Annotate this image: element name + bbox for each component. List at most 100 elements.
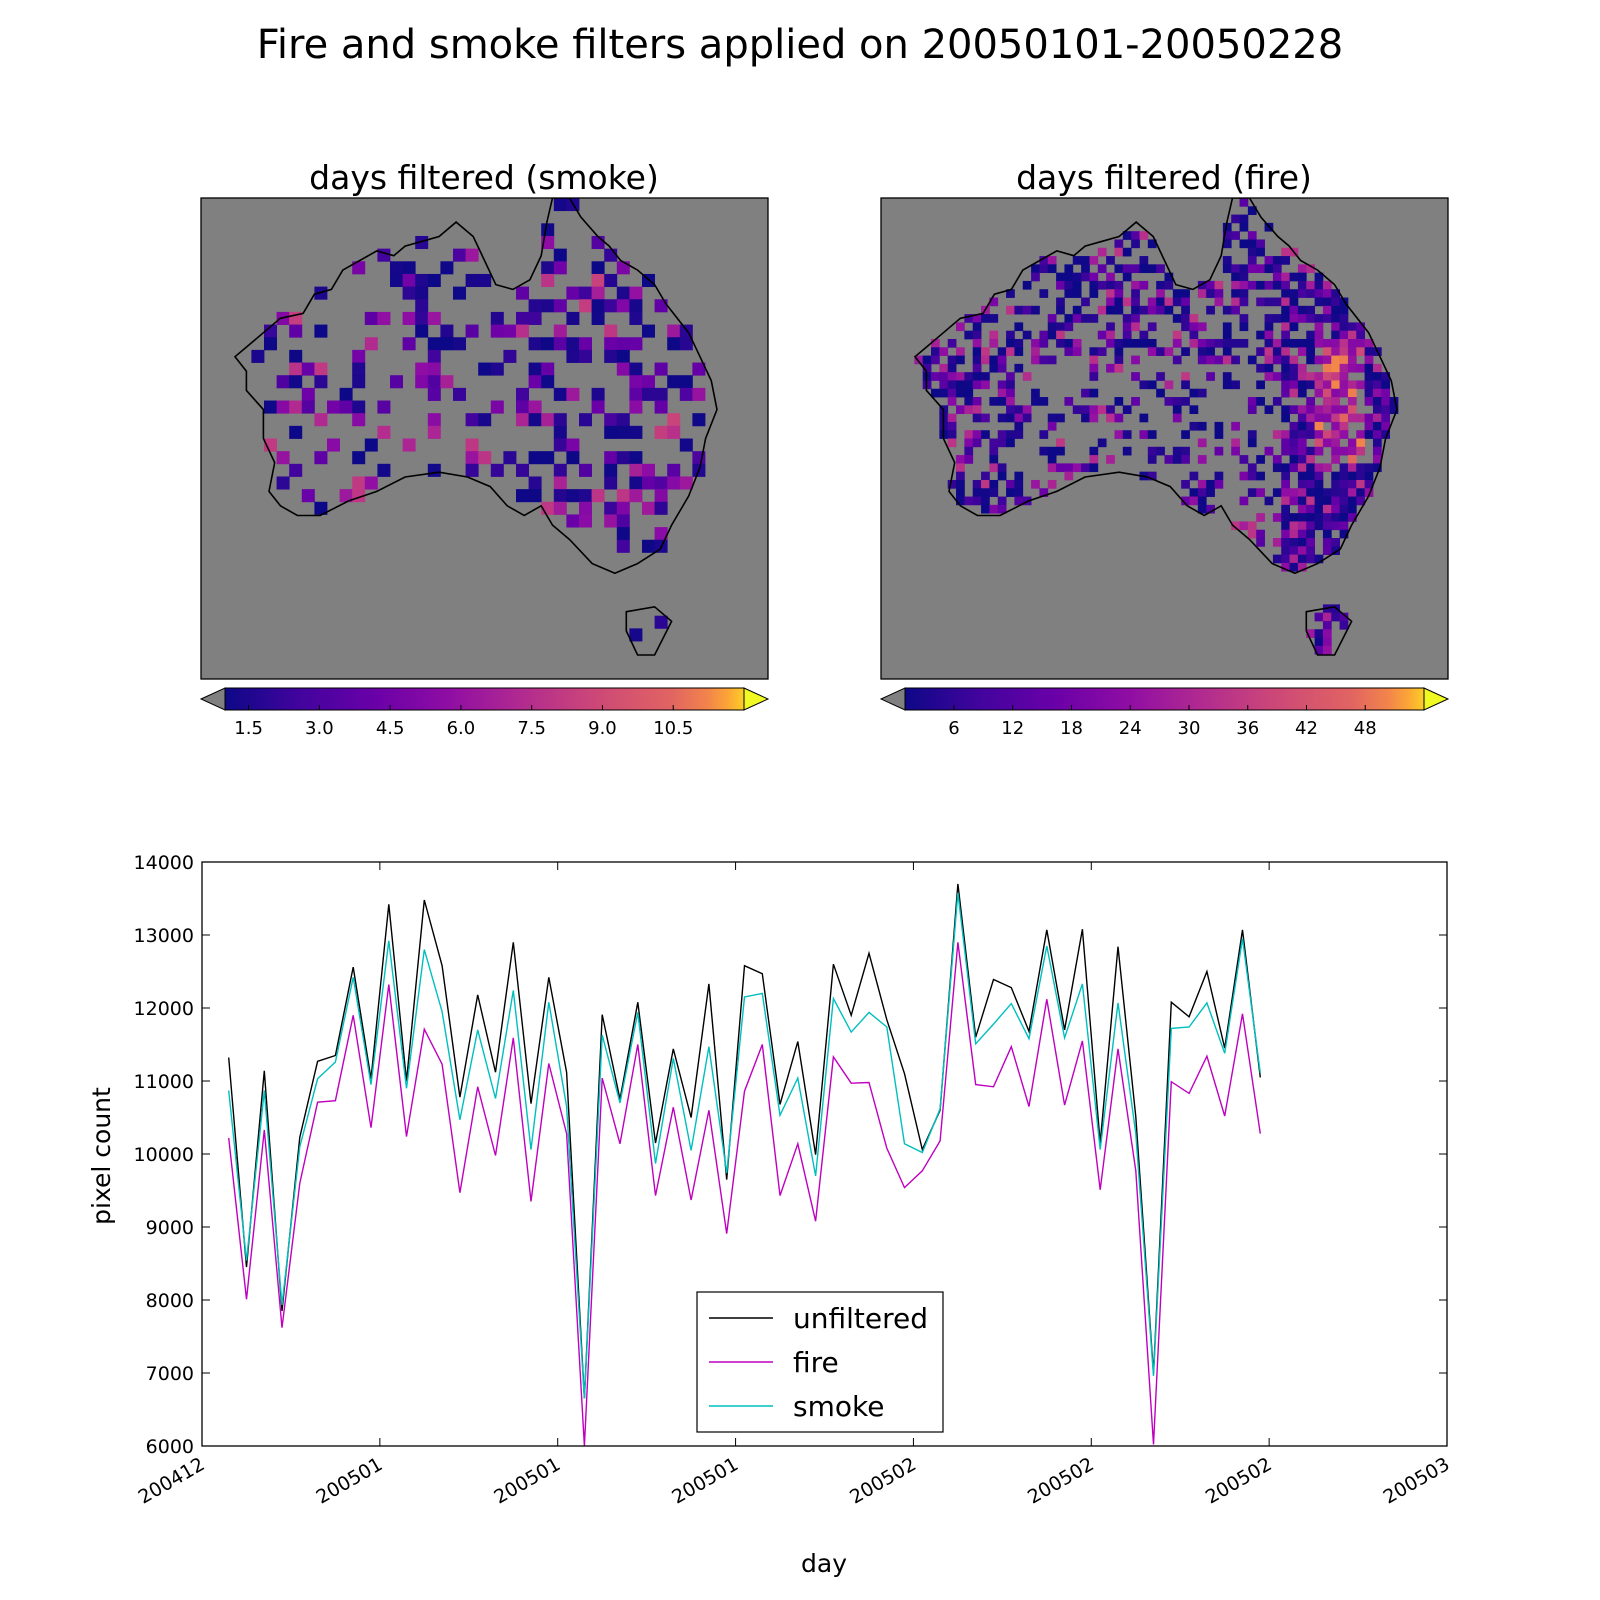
- map-cell: [1256, 264, 1265, 274]
- map-cell: [1314, 289, 1324, 298]
- map-cell: [1322, 289, 1332, 298]
- map-cell: [1364, 338, 1374, 348]
- map-cell: [1364, 463, 1374, 473]
- map-cell: [1331, 405, 1340, 415]
- map-cell: [1039, 397, 1049, 406]
- map-cell: [1139, 430, 1149, 439]
- map-cell: [1064, 338, 1074, 348]
- map-cell: [1322, 637, 1332, 647]
- map-cell: [1081, 314, 1090, 323]
- map-cell: [1247, 471, 1257, 481]
- map-cell: [1297, 554, 1307, 564]
- map-cell: [654, 489, 668, 503]
- map-cell: [1356, 363, 1366, 373]
- map-cell: [1056, 297, 1065, 307]
- map-cell: [1189, 471, 1199, 481]
- map-cell: [1147, 297, 1157, 307]
- map-cell: [667, 463, 681, 477]
- map-cell: [1281, 405, 1290, 415]
- map-cell: [1306, 347, 1315, 356]
- map-cell: [1297, 280, 1307, 290]
- map-cell: [616, 527, 630, 541]
- map-cell: [1306, 554, 1315, 564]
- map-cell: [1164, 280, 1174, 290]
- map-cell: [1281, 521, 1290, 531]
- map-cell: [1272, 280, 1282, 290]
- map-cell: [1081, 413, 1090, 423]
- map-cell: [1264, 496, 1274, 506]
- map-cell: [1297, 338, 1307, 348]
- map-cell: [1131, 305, 1140, 315]
- map-cell: [1339, 355, 1349, 365]
- map-cell: [1239, 239, 1249, 249]
- map-cell: [989, 330, 999, 340]
- map-cell: [528, 362, 542, 376]
- map-cell: [427, 413, 441, 427]
- map-cell: [1364, 363, 1374, 373]
- map-cell: [947, 438, 957, 448]
- map-cell: [1364, 471, 1374, 481]
- map-cell: [1297, 488, 1307, 497]
- map-cell: [1089, 405, 1099, 415]
- map-cell: [989, 363, 999, 373]
- map-cell: [1006, 438, 1015, 448]
- map-cell: [956, 496, 965, 506]
- x-tick-label: 200502: [846, 1453, 920, 1508]
- map-cell: [629, 400, 643, 414]
- map-cell: [1231, 280, 1240, 290]
- map-cell: [453, 248, 466, 262]
- map-cell: [1172, 446, 1182, 456]
- map-cell: [947, 363, 957, 373]
- map-cell: [289, 425, 303, 439]
- map-cell: [1014, 305, 1024, 315]
- map-cell: [1289, 521, 1299, 531]
- map-cell: [1247, 256, 1257, 265]
- map-cell: [553, 337, 567, 351]
- map-cell: [579, 413, 592, 427]
- colorbar-tick-label: 3.0: [305, 718, 334, 739]
- map-cell: [1281, 280, 1290, 290]
- map-cell: [541, 261, 555, 275]
- map-cell: [1156, 289, 1165, 298]
- map-cell: [1306, 380, 1315, 390]
- map-cell: [604, 451, 618, 465]
- map-cell: [947, 388, 957, 398]
- map-cell: [1281, 488, 1290, 497]
- map-cell: [1089, 372, 1099, 381]
- map-cell: [989, 488, 999, 497]
- map-cell: [1281, 289, 1290, 298]
- map-cell: [1231, 297, 1240, 307]
- map-cell: [1289, 455, 1299, 464]
- map-cell: [1139, 256, 1149, 265]
- map-cell: [997, 355, 1007, 365]
- map-cell: [1306, 446, 1315, 456]
- map-cell: [989, 446, 999, 456]
- map-cell: [301, 489, 315, 503]
- map-cell: [1322, 438, 1332, 448]
- map-cell: [1297, 314, 1307, 323]
- map-cell: [1239, 272, 1249, 282]
- map-cell: [1089, 363, 1099, 373]
- map-cell: [1172, 330, 1182, 340]
- map-cell: [972, 496, 982, 506]
- map-cell: [314, 413, 328, 427]
- map-cell: [1014, 430, 1024, 439]
- map-cell: [642, 387, 655, 401]
- map-cell: [1247, 264, 1257, 274]
- map-cell: [1139, 305, 1149, 315]
- map-cell: [1297, 388, 1307, 398]
- map-cell: [553, 438, 567, 452]
- x-tick-label: 200412: [135, 1453, 209, 1508]
- map-cell: [402, 337, 416, 351]
- map-cell: [1047, 446, 1057, 456]
- map-cell: [972, 488, 982, 497]
- map-cell: [1222, 372, 1232, 381]
- map-cell: [629, 489, 643, 503]
- map-cell: [1331, 479, 1340, 489]
- map-cell: [1322, 388, 1332, 398]
- map-cell: [1156, 347, 1165, 356]
- map-cell: [503, 349, 517, 363]
- map-cell: [1064, 471, 1074, 481]
- map-cell: [1014, 413, 1024, 423]
- map-cell: [1289, 355, 1299, 365]
